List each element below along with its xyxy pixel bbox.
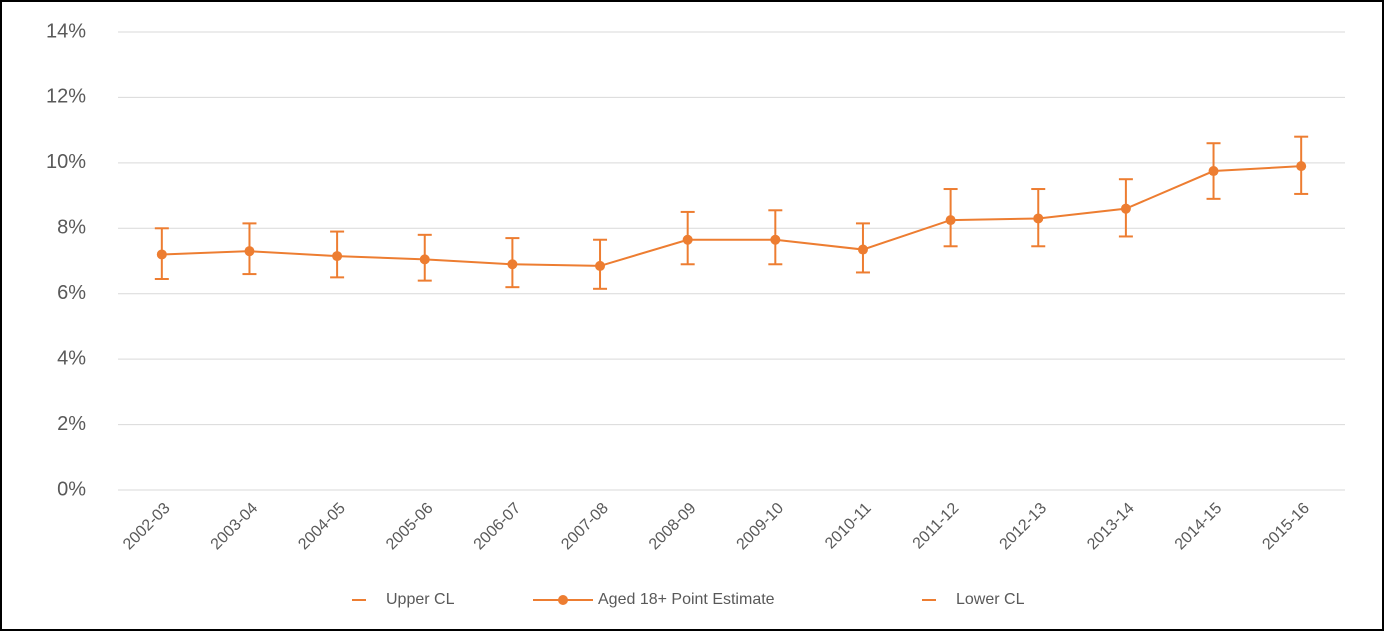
y-tick-label: 10% [46, 151, 86, 173]
point [507, 259, 518, 270]
point [857, 244, 868, 255]
legend-marker [558, 595, 568, 605]
point [595, 260, 606, 271]
y-tick-label: 6% [57, 282, 86, 304]
point [770, 234, 781, 245]
point [945, 215, 956, 226]
point [156, 249, 167, 260]
legend-label: Aged 18+ Point Estimate [598, 591, 775, 608]
legend-label: Upper CL [386, 591, 455, 608]
point [244, 246, 255, 257]
y-tick-label: 14% [46, 20, 86, 42]
point [419, 254, 430, 265]
y-tick-label: 2% [57, 413, 86, 435]
point [1120, 203, 1131, 214]
point [1033, 213, 1044, 224]
point [1296, 161, 1307, 172]
y-tick-label: 4% [57, 347, 86, 369]
series-line [161, 165, 1302, 267]
y-tick-label: 12% [46, 86, 86, 108]
point [332, 251, 343, 262]
point [1208, 166, 1219, 177]
y-tick-label: 8% [57, 217, 86, 239]
legend-label: Lower CL [956, 591, 1025, 608]
y-tick-label: 0% [57, 478, 86, 500]
point [682, 234, 693, 245]
